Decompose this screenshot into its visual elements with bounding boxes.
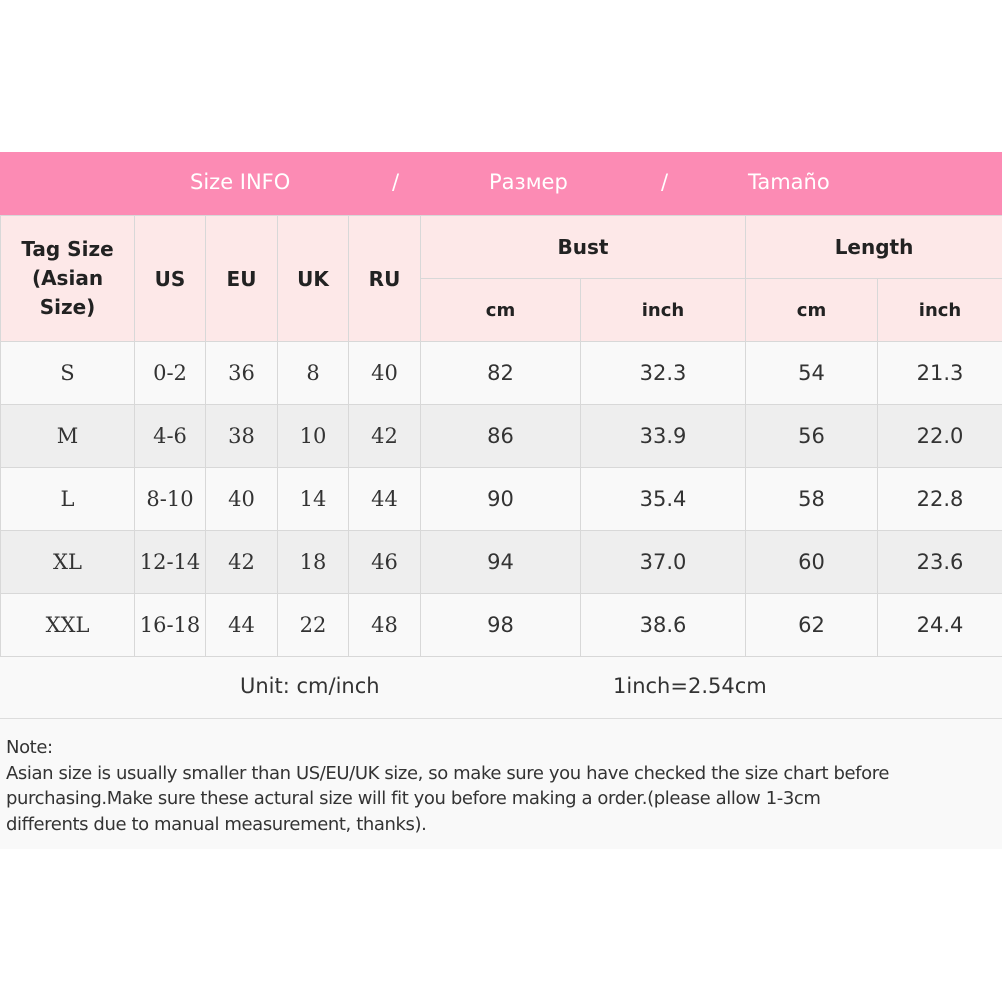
table-cell: 8-10 <box>134 467 206 531</box>
banner-separator: / <box>392 170 400 194</box>
table-cell: 98 <box>420 593 581 657</box>
unit-label: Unit: cm/inch <box>240 674 380 698</box>
header-us: US <box>134 215 206 342</box>
table-cell: 22.0 <box>877 404 1002 468</box>
table-cell: 21.3 <box>877 341 1002 405</box>
size-table: Tag Size (Asian Size) US EU UK RU Bust L… <box>0 215 1002 657</box>
table-cell: 40 <box>205 467 278 531</box>
table-cell: 54 <box>745 341 879 405</box>
header-tag-size: Tag Size (Asian Size) <box>0 215 135 342</box>
table-cell: 0-2 <box>134 341 206 405</box>
table-cell: 42 <box>348 404 421 468</box>
table-cell: 58 <box>745 467 879 531</box>
table-cell: XXL <box>0 593 135 657</box>
note-title: Note: <box>6 737 53 758</box>
banner-title-ru: Размер <box>489 170 568 194</box>
header-bust-inch: inch <box>579 278 747 342</box>
table-cell: 46 <box>348 530 421 594</box>
table-cell: 37.0 <box>579 530 747 594</box>
header-length: Length <box>745 215 1002 279</box>
table-cell: 94 <box>420 530 581 594</box>
note-line: differents due to manual measurement, th… <box>6 813 427 835</box>
table-cell: 40 <box>348 341 421 405</box>
banner-title-es: Tamaño <box>748 170 830 194</box>
unit-conversion: 1inch=2.54cm <box>613 674 767 698</box>
table-row: XXL 16-18 44 22 48 98 38.6 62 24.4 <box>0 593 1002 657</box>
table-cell: 10 <box>277 404 349 468</box>
table-cell: 4-6 <box>134 404 206 468</box>
table-row: S 0-2 36 8 40 82 32.3 54 21.3 <box>0 341 1002 405</box>
table-cell: 32.3 <box>579 341 747 405</box>
table-cell: 35.4 <box>579 467 747 531</box>
header-uk: UK <box>277 215 349 342</box>
banner-title-en: Size INFO <box>190 170 291 194</box>
table-cell: M <box>0 404 135 468</box>
table-row: M 4-6 38 10 42 86 33.9 56 22.0 <box>0 404 1002 468</box>
table-cell: 38.6 <box>579 593 747 657</box>
table-cell: 23.6 <box>877 530 1002 594</box>
table-cell: 44 <box>205 593 278 657</box>
table-cell: 38 <box>205 404 278 468</box>
table-cell: 86 <box>420 404 581 468</box>
table-cell: 36 <box>205 341 278 405</box>
table-cell: L <box>0 467 135 531</box>
header-ru: RU <box>348 215 421 342</box>
header-bust-cm: cm <box>420 278 581 342</box>
table-cell: 42 <box>205 530 278 594</box>
header-eu: EU <box>205 215 278 342</box>
table-cell: 48 <box>348 593 421 657</box>
header-bust: Bust <box>419 215 747 279</box>
table-cell: 24.4 <box>877 593 1002 657</box>
table-cell: 22.8 <box>877 467 1002 531</box>
table-row: L 8-10 40 14 44 90 35.4 58 22.8 <box>0 467 1002 531</box>
table-cell: 62 <box>745 593 879 657</box>
size-info-banner: Size INFO / Размер / Tamaño <box>0 152 1002 215</box>
unit-row: Unit: cm/inch 1inch=2.54cm <box>0 657 1002 719</box>
header-length-cm: cm <box>745 278 879 342</box>
table-cell: 18 <box>277 530 349 594</box>
table-cell: 12-14 <box>134 530 206 594</box>
size-chart: Size INFO / Размер / Tamaño Tag Size (As… <box>0 152 1002 849</box>
table-cell: 44 <box>348 467 421 531</box>
banner-separator: / <box>661 170 669 194</box>
table-cell: 90 <box>420 467 581 531</box>
table-cell: XL <box>0 530 135 594</box>
table-cell: 8 <box>277 341 349 405</box>
table-cell: 56 <box>745 404 879 468</box>
table-cell: 22 <box>277 593 349 657</box>
table-cell: S <box>0 341 135 405</box>
table-cell: 14 <box>277 467 349 531</box>
table-cell: 33.9 <box>579 404 747 468</box>
note-line: purchasing.Make sure these actural size … <box>6 788 821 809</box>
table-cell: 82 <box>420 341 581 405</box>
header-length-inch: inch <box>877 278 1002 342</box>
table-cell: 60 <box>745 530 879 594</box>
note: Note: Asian size is usually smaller than… <box>0 719 1002 849</box>
table-cell: 16-18 <box>134 593 206 657</box>
table-row: XL 12-14 42 18 46 94 37.0 60 23.6 <box>0 530 1002 594</box>
note-line: Asian size is usually smaller than US/EU… <box>6 762 889 784</box>
